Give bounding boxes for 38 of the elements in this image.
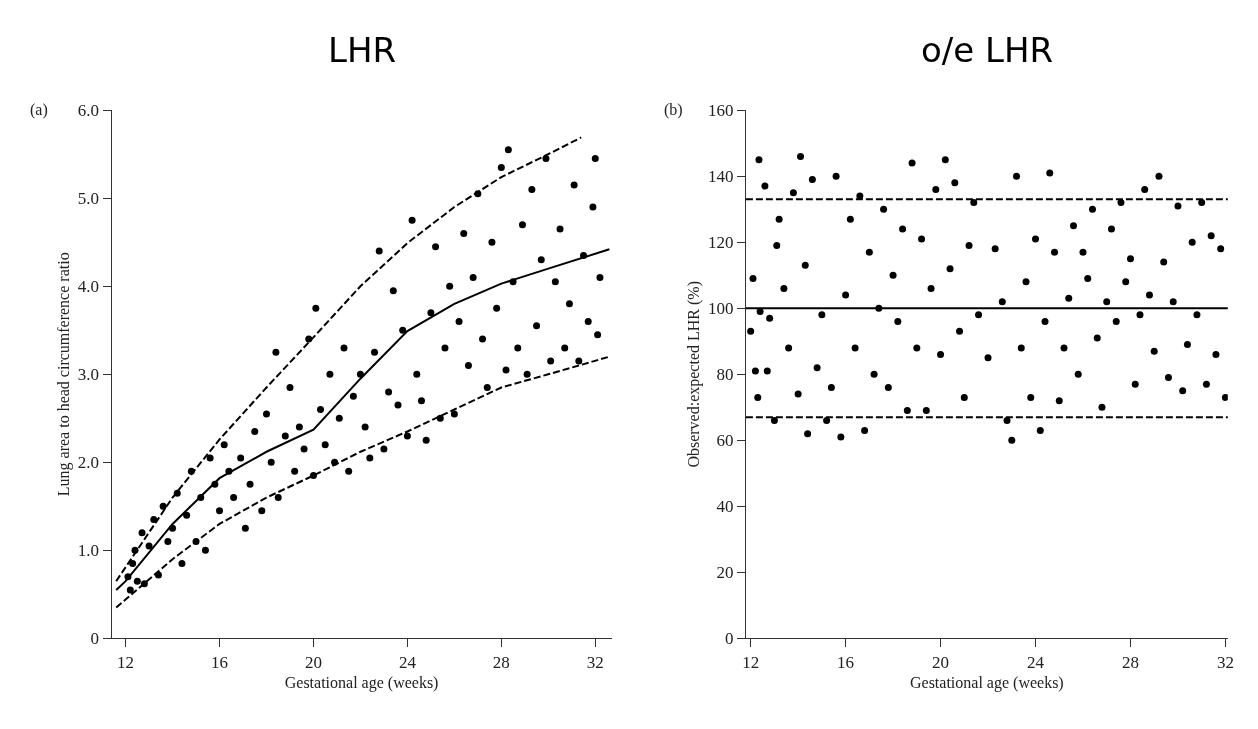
line-series — [115, 355, 611, 609]
y-tick-label: 20 — [716, 563, 734, 583]
y-tick-label: 4.0 — [77, 277, 100, 297]
y-axis-title: Lung area to head circumference ratio — [54, 252, 73, 497]
chart-title: LHR — [328, 30, 397, 70]
y-tick-label: 160 — [708, 101, 734, 121]
chart-title: o/e LHR — [921, 30, 1054, 70]
x-axis-title: Gestational age (weeks) — [909, 674, 1064, 693]
x-tick-label: 32 — [586, 652, 604, 672]
y-tick-label: 6.0 — [77, 101, 100, 121]
x-tick-label: 32 — [1216, 652, 1234, 672]
y-tick-label: 60 — [716, 431, 734, 451]
y-tick-label: 1.0 — [77, 541, 100, 561]
line-series — [115, 248, 611, 591]
y-tick-label: 3.0 — [77, 365, 100, 385]
y-tick-label: 100 — [708, 299, 734, 319]
x-tick-label: 16 — [837, 652, 855, 672]
y-tick-label: 2.0 — [77, 453, 100, 473]
x-axis-title: Gestational age (weeks) — [284, 674, 439, 693]
x-tick-label: 12 — [742, 652, 760, 672]
y-axis-title: Observed:expected LHR (%) — [684, 280, 703, 468]
x-tick-label: 28 — [1121, 652, 1139, 672]
text: (a) — [30, 101, 48, 119]
x-tick-label: 24 — [398, 652, 417, 672]
y-tick-label: 5.0 — [77, 189, 100, 209]
x-tick-label: 20 — [932, 652, 950, 672]
y-tick-label: 40 — [716, 497, 734, 517]
x-tick-label: 16 — [211, 652, 229, 672]
y-tick-label: 0 — [90, 629, 100, 649]
x-tick-label: 12 — [117, 652, 135, 672]
y-tick-label: 140 — [708, 167, 734, 187]
text: (b) — [664, 101, 683, 119]
y-tick-label: 120 — [708, 233, 734, 253]
x-tick-label: 24 — [1027, 652, 1045, 672]
y-tick-label: 0 — [725, 629, 734, 649]
y-tick-label: 80 — [716, 365, 734, 385]
x-tick-label: 28 — [492, 652, 510, 672]
x-tick-label: 20 — [304, 652, 322, 672]
